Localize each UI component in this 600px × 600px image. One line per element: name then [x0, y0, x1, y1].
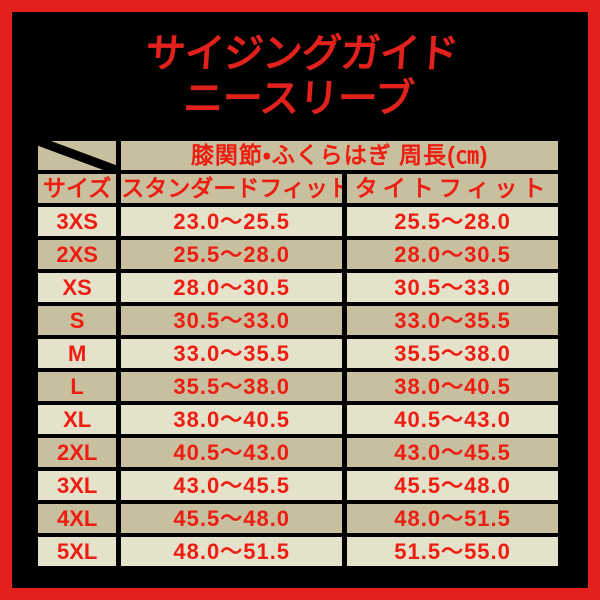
size-label: XL — [38, 405, 117, 434]
corner-cell — [38, 141, 117, 170]
table-row-5xl: 5XL 48.0～51.5 51.5～55.0 — [38, 537, 558, 566]
tight-fit-range: 35.5～38.0 — [347, 339, 558, 368]
table-header-row-columns: サイズ スタンダードフィット タイトフィット — [38, 174, 558, 203]
table-header-row-span: 膝関節・ふくらはぎ 周長(㎝) — [38, 141, 558, 170]
size-label: S — [38, 306, 117, 335]
size-label: 5XL — [38, 537, 117, 566]
size-label: L — [38, 372, 117, 401]
standard-fit-range: 35.5～38.0 — [121, 372, 343, 401]
standard-fit-range: 28.0～30.5 — [121, 273, 343, 302]
standard-fit-range: 48.0～51.5 — [121, 537, 343, 566]
tight-fit-range: 40.5～43.0 — [347, 405, 558, 434]
size-label: 3XL — [38, 471, 117, 500]
tight-fit-range: 45.5～48.0 — [347, 471, 558, 500]
col-header-size: サイズ — [38, 174, 117, 203]
table-row-l: L 35.5～38.0 38.0～40.5 — [38, 372, 558, 401]
tight-fit-range: 30.5～33.0 — [347, 273, 558, 302]
black-panel: サイジングガイド ニースリーブ 膝関節・ふくらはぎ 周長(㎝) サイズ スタンダ… — [12, 12, 588, 588]
standard-fit-range: 40.5～43.0 — [121, 438, 343, 467]
tight-fit-range: 25.5～28.0 — [347, 207, 558, 236]
tight-fit-range: 43.0～45.5 — [347, 438, 558, 467]
standard-fit-range: 30.5～33.0 — [121, 306, 343, 335]
size-label: 4XL — [38, 504, 117, 533]
table-row-xs: XS 28.0～30.5 30.5～33.0 — [38, 273, 558, 302]
standard-fit-range: 38.0～40.5 — [121, 405, 343, 434]
col-header-tight-fit: タイトフィット — [347, 174, 558, 203]
standard-fit-range: 45.5～48.0 — [121, 504, 343, 533]
sizing-table: 膝関節・ふくらはぎ 周長(㎝) サイズ スタンダードフィット タイトフィット 3… — [33, 137, 563, 570]
title-line-item: ニースリーブ — [182, 77, 415, 121]
standard-fit-range: 33.0～35.5 — [121, 339, 343, 368]
table-row-xl: XL 38.0～40.5 40.5～43.0 — [38, 405, 558, 434]
size-label: 2XL — [38, 438, 117, 467]
standard-fit-range: 23.0～25.5 — [121, 207, 343, 236]
diagonal-line-icon — [38, 141, 116, 170]
standard-fit-range: 43.0～45.5 — [121, 471, 343, 500]
col-header-standard-fit: スタンダードフィット — [121, 174, 343, 203]
title-line-product: サイジングガイド — [144, 32, 460, 76]
tight-fit-range: 51.5～55.0 — [347, 537, 558, 566]
table-row-s: S 30.5～33.0 33.0～35.5 — [38, 306, 558, 335]
standard-fit-range: 25.5～28.0 — [121, 240, 343, 269]
circumference-header: 膝関節・ふくらはぎ 周長(㎝) — [121, 141, 558, 170]
table-row-3xs: 3XS 23.0～25.5 25.5～28.0 — [38, 207, 558, 236]
table-row-2xl: 2XL 40.5～43.0 43.0～45.5 — [38, 438, 558, 467]
table-row-3xl: 3XL 43.0～45.5 45.5～48.0 — [38, 471, 558, 500]
table-row-m: M 33.0～35.5 35.5～38.0 — [38, 339, 558, 368]
table-row-2xs: 2XS 25.5～28.0 28.0～30.5 — [38, 240, 558, 269]
size-label: 3XS — [38, 207, 117, 236]
tight-fit-range: 38.0～40.5 — [347, 372, 558, 401]
tight-fit-range: 48.0～51.5 — [347, 504, 558, 533]
size-label: 2XS — [38, 240, 117, 269]
size-label: XS — [38, 273, 117, 302]
table-row-4xl: 4XL 45.5～48.0 48.0～51.5 — [38, 504, 558, 533]
tight-fit-range: 28.0～30.5 — [347, 240, 558, 269]
tight-fit-range: 33.0～35.5 — [347, 306, 558, 335]
page-title: サイジングガイド ニースリーブ — [9, 32, 591, 122]
size-label: M — [38, 339, 117, 368]
